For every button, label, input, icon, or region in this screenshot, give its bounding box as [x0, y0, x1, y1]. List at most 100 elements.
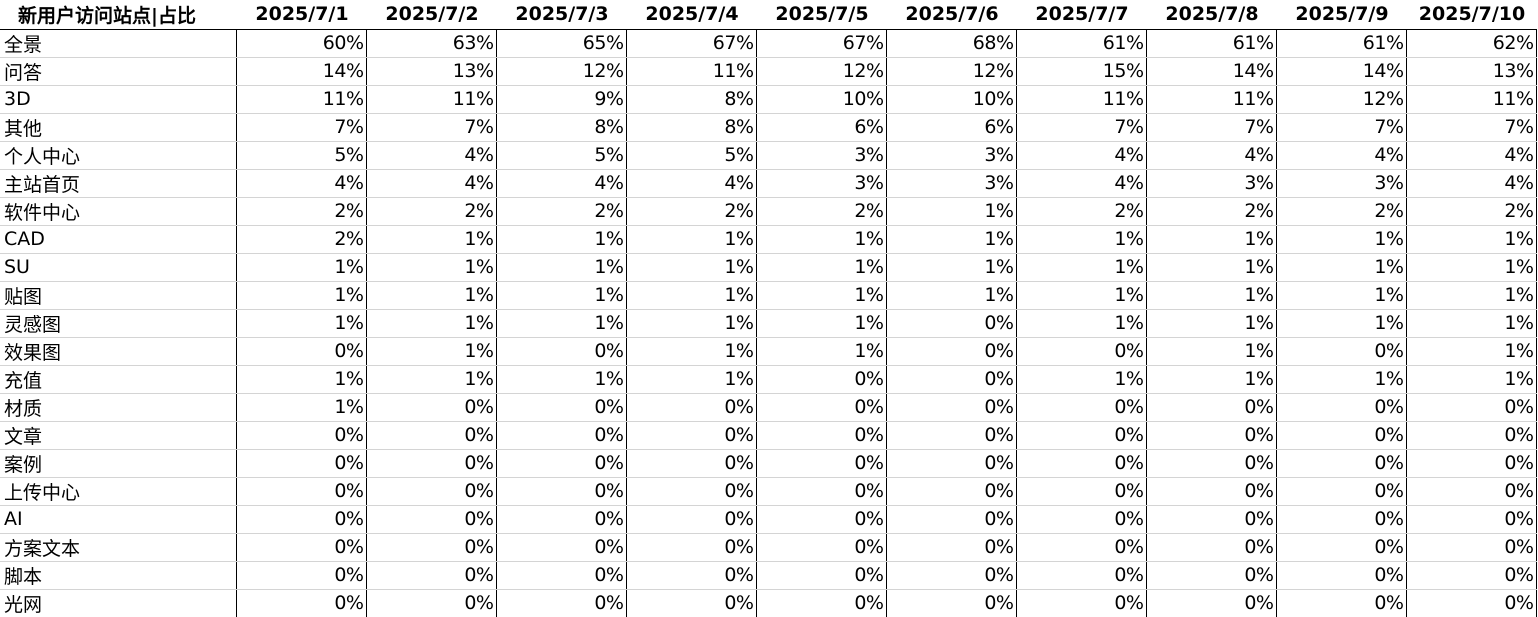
table-cell-percent: 1%: [886, 197, 1017, 226]
table-cell-percent: 1%: [1406, 225, 1537, 254]
table-cell-percent: 1%: [496, 309, 627, 338]
table-cell-percent: 0%: [626, 449, 757, 478]
table-cell-percent: 1%: [1276, 365, 1407, 394]
table-row: CAD 2% 1% 1% 1% 1% 1% 1% 1% 1% 1%: [0, 225, 1537, 254]
table-cell-percent: 0%: [626, 505, 757, 534]
table-cell-percent: 14%: [236, 57, 367, 86]
table-cell-percent: 1%: [366, 253, 497, 282]
table-cell-percent: 0%: [1016, 449, 1147, 478]
table-cell-percent: 4%: [1276, 141, 1407, 170]
table-cell-percent: 2%: [236, 197, 367, 226]
table-cell-percent: 0%: [366, 561, 497, 590]
row-label: CAD: [0, 225, 237, 254]
table-cell-percent: 1%: [496, 225, 627, 254]
table-cell-percent: 3%: [886, 169, 1017, 198]
table-cell-percent: 1%: [1276, 281, 1407, 310]
table-cell-percent: 0%: [756, 449, 887, 478]
table-cell-percent: 0%: [236, 589, 367, 617]
table-cell-percent: 1%: [1146, 365, 1277, 394]
column-header-date: 2025/7/7: [1016, 0, 1146, 30]
table-cell-percent: 1%: [886, 281, 1017, 310]
table-cell-percent: 11%: [626, 57, 757, 86]
table-cell-percent: 1%: [1406, 365, 1537, 394]
table-cell-percent: 0%: [756, 589, 887, 617]
table-cell-percent: 1%: [626, 309, 757, 338]
table-cell-percent: 67%: [626, 29, 757, 58]
table-cell-percent: 1%: [366, 225, 497, 254]
table-cell-percent: 7%: [236, 113, 367, 142]
table-row: 问答 14% 13% 12% 11% 12% 12% 15% 14% 14% 13%: [0, 57, 1537, 86]
table-cell-percent: 0%: [496, 421, 627, 450]
row-label: 光网: [0, 589, 237, 617]
table-cell-percent: 0%: [496, 533, 627, 562]
table-cell-percent: 0%: [886, 309, 1017, 338]
column-header-date: 2025/7/6: [886, 0, 1016, 30]
table-cell-percent: 3%: [1276, 169, 1407, 198]
table-cell-percent: 0%: [1016, 393, 1147, 422]
table-cell-percent: 0%: [1406, 421, 1537, 450]
table-cell-percent: 63%: [366, 29, 497, 58]
row-label: 软件中心: [0, 197, 237, 226]
table-cell-percent: 1%: [496, 253, 627, 282]
table-cell-percent: 2%: [236, 225, 367, 254]
table-cell-percent: 10%: [886, 85, 1017, 114]
table-cell-percent: 7%: [1016, 113, 1147, 142]
table-cell-percent: 0%: [236, 561, 367, 590]
table-cell-percent: 2%: [1276, 197, 1407, 226]
table-cell-percent: 0%: [1276, 393, 1407, 422]
table-cell-percent: 2%: [366, 197, 497, 226]
table-cell-percent: 0%: [1146, 533, 1277, 562]
table-cell-percent: 1%: [496, 365, 627, 394]
table-cell-percent: 1%: [236, 309, 367, 338]
table-cell-percent: 0%: [1016, 477, 1147, 506]
table-row: 脚本 0% 0% 0% 0% 0% 0% 0% 0% 0% 0%: [0, 561, 1537, 590]
table-row: 灵感图 1% 1% 1% 1% 1% 0% 1% 1% 1% 1%: [0, 309, 1537, 338]
table-cell-percent: 0%: [756, 477, 887, 506]
table-cell-percent: 4%: [1016, 169, 1147, 198]
column-header-date: 2025/7/8: [1146, 0, 1276, 30]
table-cell-percent: 1%: [626, 281, 757, 310]
table-cell-percent: 0%: [366, 449, 497, 478]
table-cell-percent: 0%: [496, 449, 627, 478]
table-cell-percent: 1%: [366, 337, 497, 366]
table-cell-percent: 0%: [886, 365, 1017, 394]
row-label: 上传中心: [0, 477, 237, 506]
table-cell-percent: 9%: [496, 85, 627, 114]
table-cell-percent: 1%: [1016, 253, 1147, 282]
table-row: 3D 11% 11% 9% 8% 10% 10% 11% 11% 12% 11%: [0, 85, 1537, 114]
table-cell-percent: 0%: [886, 337, 1017, 366]
table-cell-percent: 1%: [236, 365, 367, 394]
table-cell-percent: 6%: [886, 113, 1017, 142]
row-label: 主站首页: [0, 169, 237, 198]
table-cell-percent: 0%: [236, 421, 367, 450]
table-cell-percent: 8%: [496, 113, 627, 142]
table-cell-percent: 11%: [1146, 85, 1277, 114]
table-cell-percent: 0%: [1146, 477, 1277, 506]
table-row: 软件中心 2% 2% 2% 2% 2% 1% 2% 2% 2% 2%: [0, 197, 1537, 226]
table-cell-percent: 1%: [1276, 225, 1407, 254]
column-header-date: 2025/7/10: [1406, 0, 1536, 30]
table-cell-percent: 1%: [756, 337, 887, 366]
column-header-date: 2025/7/1: [236, 0, 366, 30]
table-cell-percent: 3%: [886, 141, 1017, 170]
row-label: 3D: [0, 85, 237, 114]
table-cell-percent: 0%: [1276, 533, 1407, 562]
table-cell-percent: 4%: [1406, 141, 1537, 170]
table-cell-percent: 1%: [756, 225, 887, 254]
row-label: 全景: [0, 29, 237, 58]
table-cell-percent: 1%: [366, 309, 497, 338]
table-cell-percent: 0%: [366, 393, 497, 422]
column-header-date: 2025/7/3: [496, 0, 626, 30]
table-cell-percent: 13%: [1406, 57, 1537, 86]
table-cell-percent: 2%: [1406, 197, 1537, 226]
row-label: 脚本: [0, 561, 237, 590]
table-row: 效果图 0% 1% 0% 1% 1% 0% 0% 1% 0% 1%: [0, 337, 1537, 366]
table-cell-percent: 1%: [1146, 253, 1277, 282]
table-cell-percent: 15%: [1016, 57, 1147, 86]
table-cell-percent: 0%: [756, 505, 887, 534]
table-cell-percent: 0%: [626, 589, 757, 617]
table-cell-percent: 0%: [1016, 589, 1147, 617]
table-cell-percent: 3%: [756, 169, 887, 198]
table-cell-percent: 1%: [626, 365, 757, 394]
table-cell-percent: 1%: [1016, 225, 1147, 254]
